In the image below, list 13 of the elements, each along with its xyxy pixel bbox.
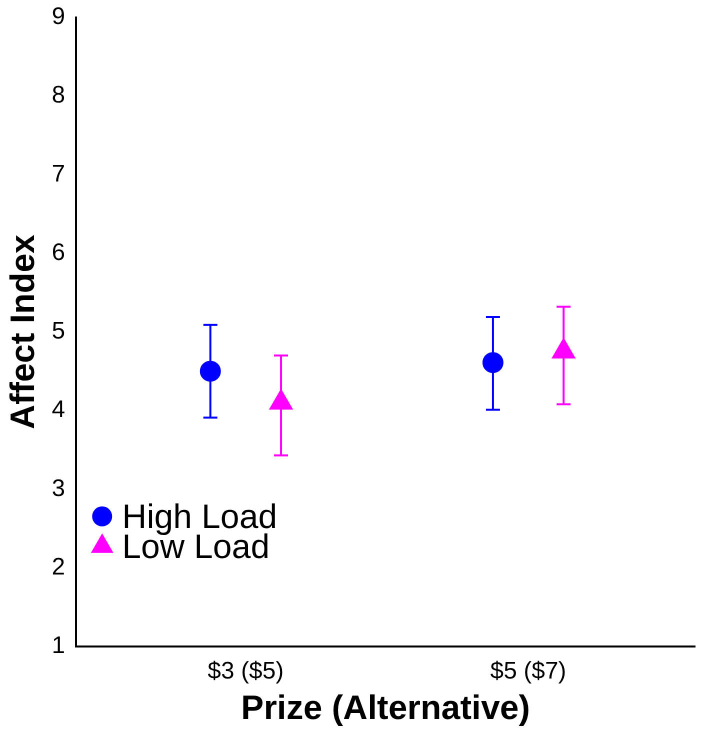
y-tick-label: 8 — [52, 82, 66, 109]
y-tick-label: 5 — [52, 318, 66, 345]
y-axis-title: Affect Index — [4, 234, 42, 430]
y-tick-label: 6 — [52, 238, 66, 266]
x-tick-label: $3 ($5) — [208, 657, 284, 684]
y-tick-label: 3 — [52, 474, 66, 502]
x-axis-title: Prize (Alternative) — [241, 688, 530, 727]
y-tick-label: 1 — [52, 632, 66, 660]
y-tick-label: 4 — [52, 396, 66, 424]
y-tick-label: 7 — [52, 160, 66, 188]
y-tick-label: 9 — [52, 3, 66, 30]
x-tick-label: $5 ($7) — [490, 657, 566, 684]
y-tick-label: 2 — [52, 553, 66, 580]
